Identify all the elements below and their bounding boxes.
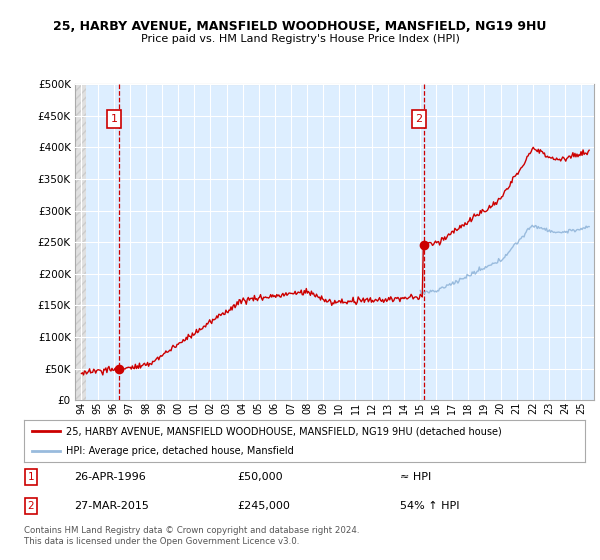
Text: 26-APR-1996: 26-APR-1996 bbox=[74, 472, 146, 482]
Text: £245,000: £245,000 bbox=[237, 501, 290, 511]
Bar bbox=[75, 84, 86, 400]
Text: 25, HARBY AVENUE, MANSFIELD WOODHOUSE, MANSFIELD, NG19 9HU: 25, HARBY AVENUE, MANSFIELD WOODHOUSE, M… bbox=[53, 20, 547, 32]
Text: £50,000: £50,000 bbox=[237, 472, 283, 482]
Text: 54% ↑ HPI: 54% ↑ HPI bbox=[400, 501, 460, 511]
Text: 1: 1 bbox=[110, 114, 118, 124]
Text: HPI: Average price, detached house, Mansfield: HPI: Average price, detached house, Mans… bbox=[66, 446, 294, 456]
Text: Price paid vs. HM Land Registry's House Price Index (HPI): Price paid vs. HM Land Registry's House … bbox=[140, 34, 460, 44]
Text: 1: 1 bbox=[28, 472, 34, 482]
Text: Contains HM Land Registry data © Crown copyright and database right 2024.
This d: Contains HM Land Registry data © Crown c… bbox=[24, 526, 359, 546]
Text: 2: 2 bbox=[28, 501, 34, 511]
Text: 25, HARBY AVENUE, MANSFIELD WOODHOUSE, MANSFIELD, NG19 9HU (detached house): 25, HARBY AVENUE, MANSFIELD WOODHOUSE, M… bbox=[66, 426, 502, 436]
Text: 2: 2 bbox=[415, 114, 422, 124]
Text: ≈ HPI: ≈ HPI bbox=[400, 472, 431, 482]
Text: 27-MAR-2015: 27-MAR-2015 bbox=[74, 501, 149, 511]
